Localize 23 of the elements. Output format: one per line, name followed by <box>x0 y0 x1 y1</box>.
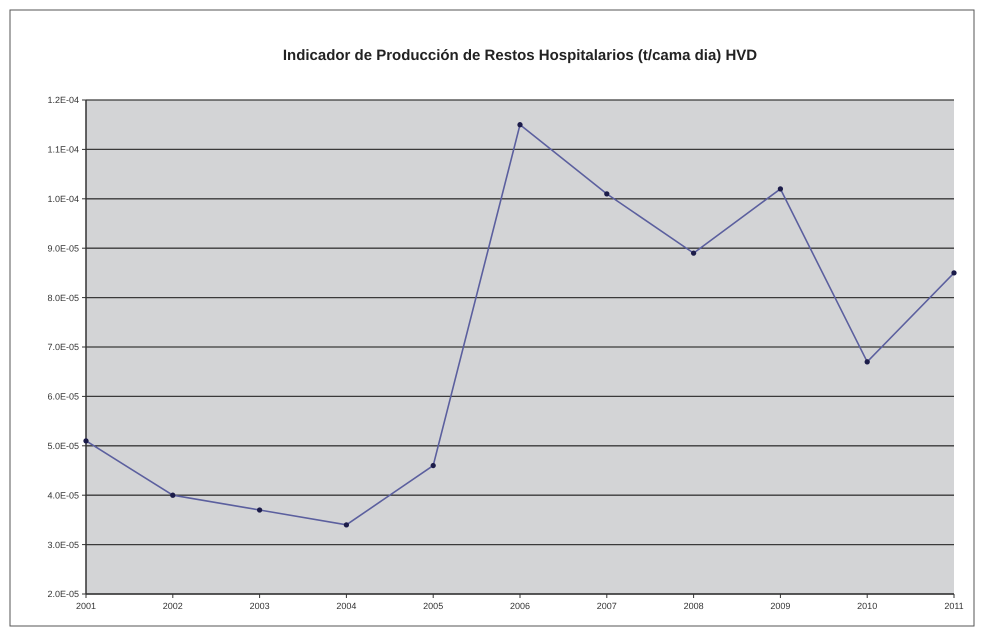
y-tick-label: 5.0E-05 <box>47 440 79 451</box>
y-tick-label: 2.0E-05 <box>47 589 79 600</box>
x-tick-label: 2007 <box>596 601 617 611</box>
y-tick-label: 4.0E-05 <box>47 490 79 500</box>
y-tick-label: 6.0E-05 <box>47 392 79 402</box>
y-tick-label: 1.1E-04 <box>47 144 79 155</box>
x-tick-label: 2004 <box>336 601 356 611</box>
y-tick-label: 7.0E-05 <box>47 342 79 352</box>
x-tick-label: 2009 <box>770 601 790 611</box>
y-tick-label: 9.0E-05 <box>47 243 79 254</box>
x-tick-label: 2005 <box>423 601 444 611</box>
x-tick-label: 2008 <box>684 601 704 611</box>
chart-title: Indicador de Producción de Restos Hospitalarios (t/cama dia) HVD <box>282 47 758 64</box>
x-tick-label: 2002 <box>162 601 183 611</box>
y-tick-label: 1.2E-04 <box>47 95 79 106</box>
x-tick-label: 2011 <box>944 601 964 611</box>
y-tick-label: 3.0E-05 <box>47 540 79 550</box>
x-tick-label: 2006 <box>510 601 530 611</box>
x-tick-label: 2010 <box>857 601 878 611</box>
y-tick-label: 1.0E-04 <box>47 194 79 204</box>
x-tick-label: 2001 <box>76 601 96 611</box>
x-tick-label: 2003 <box>250 601 270 611</box>
y-tick-label: 8.0E-05 <box>47 292 79 303</box>
